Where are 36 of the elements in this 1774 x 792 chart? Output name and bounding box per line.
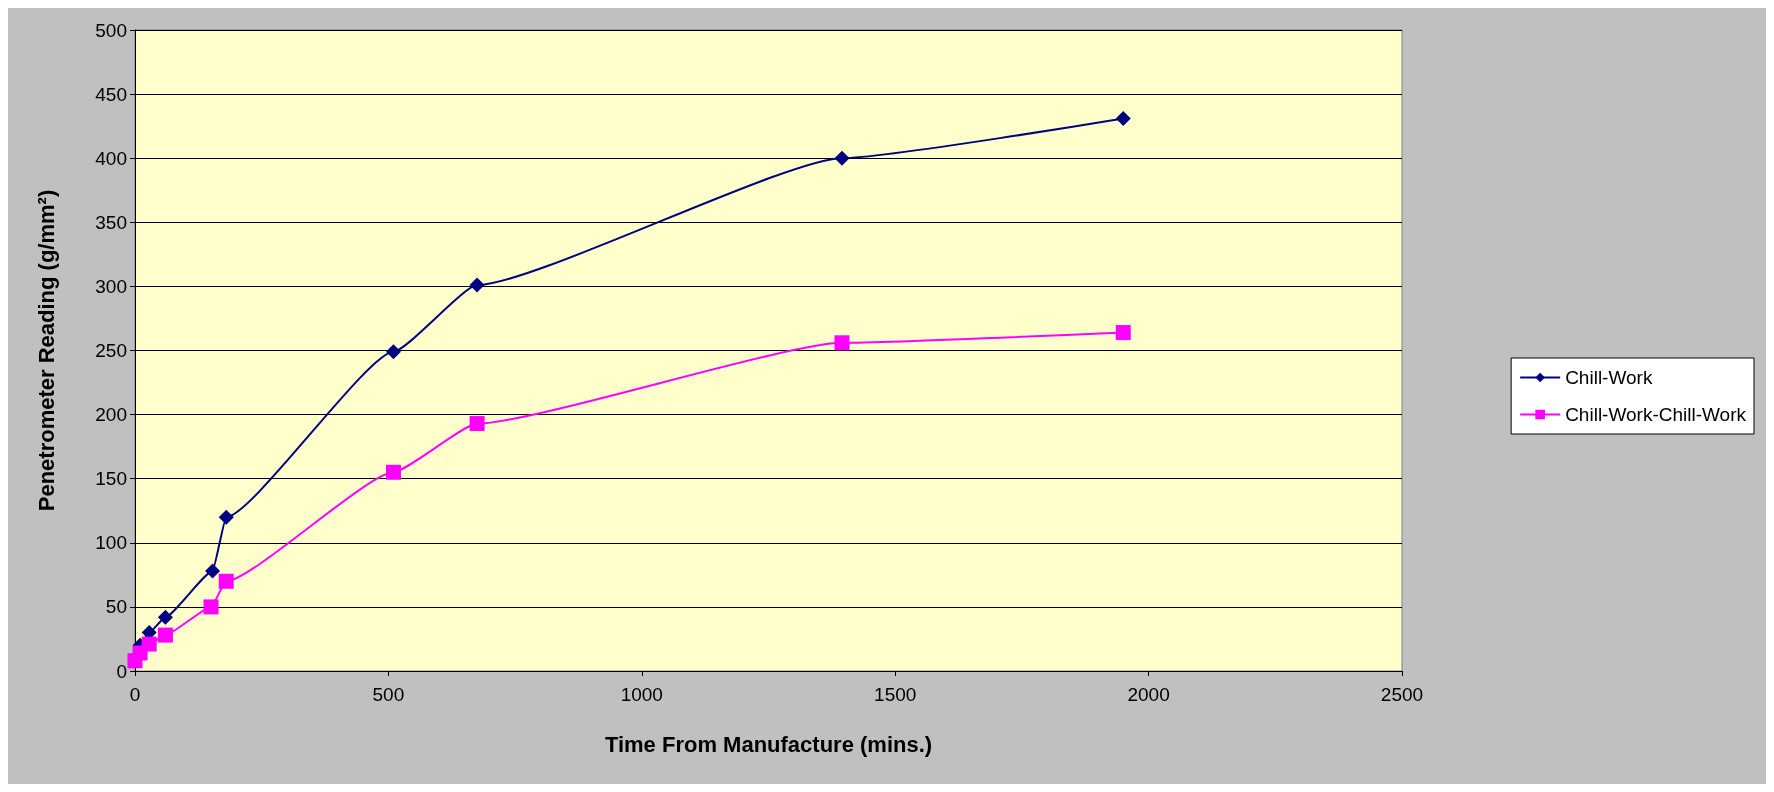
x-tick-label: 1500 bbox=[874, 684, 917, 705]
point bbox=[203, 599, 219, 615]
x-axis-title: Time From Manufacture (mins.) bbox=[604, 731, 933, 757]
point bbox=[218, 509, 234, 525]
legend-label: Chill-Work bbox=[1565, 367, 1653, 388]
point bbox=[218, 573, 234, 589]
y-tick-label: 50 bbox=[105, 596, 127, 618]
point bbox=[469, 277, 485, 293]
point bbox=[157, 627, 173, 643]
point bbox=[141, 636, 157, 652]
point bbox=[385, 344, 401, 360]
y-tick-label: 500 bbox=[95, 19, 127, 41]
y-tick-label: 350 bbox=[95, 211, 127, 233]
y-tick-label: 450 bbox=[95, 83, 127, 105]
x-tick-label: 500 bbox=[372, 684, 405, 705]
point bbox=[205, 563, 221, 579]
y-tick-label: 300 bbox=[95, 275, 127, 297]
point bbox=[834, 335, 850, 351]
point bbox=[385, 464, 401, 480]
point bbox=[469, 416, 485, 432]
point bbox=[157, 609, 173, 625]
x-tick-label: 0 bbox=[129, 684, 141, 705]
y-tick-label: 200 bbox=[95, 404, 127, 426]
x-tick-label: 2000 bbox=[1127, 684, 1170, 705]
y-tick-label: 400 bbox=[95, 147, 127, 169]
x-tick-label: 1000 bbox=[620, 684, 663, 705]
y-tick-label: 150 bbox=[95, 468, 127, 490]
legend-label: Chill-Work-Chill-Work bbox=[1565, 404, 1747, 425]
y-axis-title: Penetrometer Reading (g/mm²) bbox=[33, 189, 59, 512]
point bbox=[1115, 110, 1131, 126]
point bbox=[1115, 325, 1131, 341]
point bbox=[834, 150, 850, 166]
y-tick-label: 250 bbox=[95, 340, 127, 361]
y-tick-label: 0 bbox=[116, 660, 127, 682]
y-tick-label: 100 bbox=[95, 532, 127, 554]
x-tick-label: 2500 bbox=[1380, 684, 1424, 705]
